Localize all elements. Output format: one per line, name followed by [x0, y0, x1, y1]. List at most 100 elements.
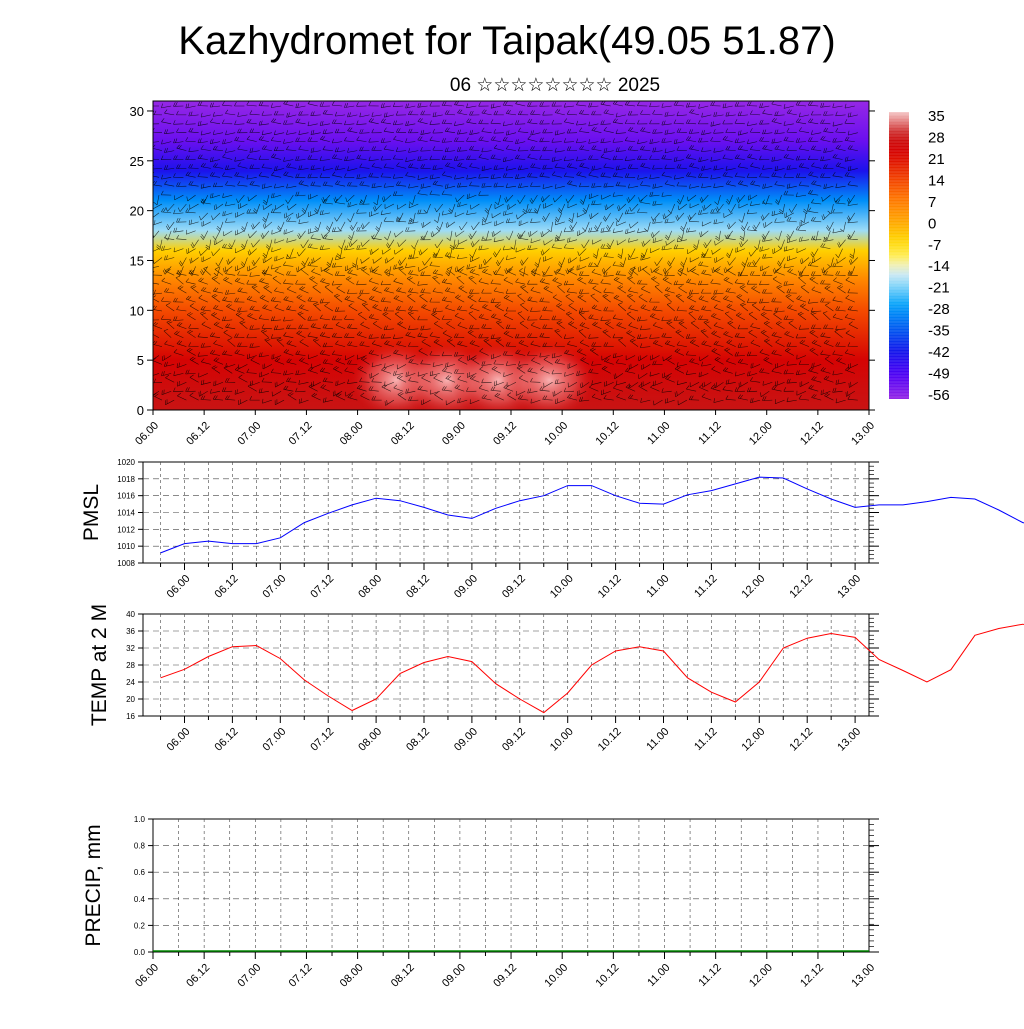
pmsl-y-tick-label: 1010	[117, 542, 135, 551]
pmsl-x-tick-label: 08.00	[356, 573, 384, 601]
temp-y-tick-label: 32	[126, 644, 135, 653]
colorbar-label: -14	[928, 258, 950, 275]
precip-y-tick-label: 0.0	[134, 948, 146, 957]
pmsl-x-tick-label: 11.12	[692, 573, 719, 600]
pmsl-y-tick-label: 1020	[117, 458, 135, 467]
pmsl-y-tick-label: 1018	[117, 475, 135, 484]
temp2m-panel: 16 20 24 28 32 36 40 06.00 06.12 07.00 07.12 08.00 0…	[88, 604, 1024, 754]
precip-y-tick-label: 0.8	[134, 842, 146, 851]
cs-x-tick-label: 10.00	[542, 420, 570, 448]
colorbar-label: -35	[928, 323, 950, 340]
precip-x-tick-label: 12.12	[798, 962, 826, 990]
pmsl-x-tick-label: 12.12	[787, 573, 815, 601]
cs-x-tick-label: 10.12	[593, 420, 621, 448]
pmsl-x-tick-label: 06.12	[213, 573, 241, 601]
temp-y-tick-label: 24	[126, 678, 135, 687]
precip-x-tick-label: 06.00	[133, 962, 161, 990]
cross-section-panel: 0 5 10 15 20 25 30 06.00 06.12 07.00 07.12 08.00 08.…	[130, 100, 877, 448]
pmsl-y-tick-label: 1014	[117, 509, 135, 518]
temp-series-line	[160, 623, 1024, 714]
warm-core-3	[501, 340, 598, 410]
cs-x-tick-label: 13.00	[849, 420, 877, 448]
cs-x-tick-label: 06.00	[133, 420, 161, 448]
pmsl-y-tick-label: 1012	[117, 525, 135, 534]
colorbar-label: -56	[928, 387, 950, 404]
colorbar-label: -42	[928, 344, 950, 361]
temp-x-tick-label: 11.00	[644, 726, 671, 753]
temp-x-tick-label: 11.12	[692, 726, 719, 753]
pmsl-x-tick-label: 07.12	[308, 573, 336, 601]
temp-x-tick-label: 09.12	[500, 726, 528, 754]
cs-x-tick-label: 11.12	[696, 420, 723, 447]
precip-x-tick-label: 06.12	[184, 962, 212, 990]
pmsl-x-tick-label: 06.00	[165, 573, 193, 601]
colorbar-fill	[889, 112, 909, 399]
page-subtitle: 06 ☆☆☆☆☆☆☆☆ 2025	[450, 75, 660, 96]
pmsl-x-tick-label: 13.00	[835, 573, 863, 601]
temp-y-tick-label: 20	[126, 695, 135, 704]
precip-x-tick-label: 09.12	[491, 962, 519, 990]
precip-x-tick-label: 07.12	[287, 962, 315, 990]
colorbar-label: -49	[928, 366, 950, 383]
precip-x-tick-label: 09.00	[440, 962, 468, 990]
precip-y-tick-label: 1.0	[134, 815, 146, 824]
cs-x-tick-label: 06.12	[184, 420, 212, 448]
cs-x-tick-label: 09.00	[440, 420, 468, 448]
colorbar-label: 28	[928, 129, 945, 146]
cs-y-tick-label: 10	[130, 303, 144, 318]
colorbar-label: -7	[928, 237, 941, 254]
cs-y-tick-label: 15	[130, 253, 144, 268]
temp-x-tick-label: 12.12	[787, 726, 815, 754]
temp-x-tick-label: 08.00	[356, 726, 384, 754]
precip-x-tick-label: 10.12	[594, 962, 622, 990]
colorbar-label: 21	[928, 151, 945, 168]
pmsl-series-line	[160, 476, 1024, 554]
pmsl-y-tick-label: 1008	[117, 559, 135, 568]
cs-x-tick-label: 12.12	[798, 420, 826, 448]
temp-y-tick-label: 40	[126, 610, 135, 619]
cs-y-tick-label: 25	[130, 154, 144, 169]
cs-x-tick-label: 07.00	[235, 420, 263, 448]
pmsl-x-tick-label: 09.00	[452, 573, 480, 601]
colorbar-label: -28	[928, 301, 950, 318]
pmsl-x-tick-label: 12.00	[739, 573, 767, 601]
cs-x-tick-label: 07.12	[287, 420, 315, 448]
precip-x-tick-label: 13.00	[849, 962, 877, 990]
colorbar-label: 0	[928, 215, 936, 232]
colorbar-label: -21	[928, 280, 950, 297]
colorbar-label: 14	[928, 172, 945, 189]
precip-x-tick-label: 12.00	[747, 962, 775, 990]
temp-x-tick-label: 13.00	[835, 726, 863, 754]
precip-panel: 0.0 0.2 0.4 0.6 0.8 1.0 06.00 06.12 07.00 07.12 08…	[82, 815, 879, 990]
temp-x-tick-label: 12.00	[739, 726, 767, 754]
pmsl-x-tick-label: 10.00	[548, 573, 576, 601]
precip-y-tick-label: 0.6	[134, 868, 146, 877]
cs-x-tick-label: 08.00	[338, 420, 366, 448]
precip-x-tick-label: 11.00	[645, 962, 672, 989]
temp-x-tick-label: 10.00	[548, 726, 576, 754]
precip-y-tick-label: 0.2	[134, 921, 146, 930]
temp-x-tick-label: 07.12	[308, 726, 336, 754]
pmsl-x-tick-label: 10.12	[596, 573, 624, 601]
precip-y-tick-label: 0.4	[134, 895, 146, 904]
page-title: Kazhydromet for Taipak(49.05 51.87)	[178, 19, 835, 63]
precip-x-tick-label: 08.12	[389, 962, 417, 990]
temp-x-tick-label: 06.12	[213, 726, 241, 754]
temp-x-tick-label: 08.12	[404, 726, 432, 754]
precip-x-tick-label: 08.00	[338, 962, 366, 990]
cs-x-tick-label: 12.00	[747, 420, 775, 448]
precip-ylabel: PRECIP, mm	[82, 824, 105, 946]
temp-x-tick-label: 07.00	[260, 726, 288, 754]
temp-y-tick-label: 28	[126, 661, 135, 670]
temp-y-tick-label: 36	[126, 627, 135, 636]
colorbar-label: 7	[928, 194, 936, 211]
cs-y-tick-label: 20	[130, 204, 144, 219]
cs-y-tick-label: 5	[137, 353, 144, 368]
colorbar: 35 28 21 14 7 0 -7 -14 -21 -28 -35 -42 -49 -56	[889, 108, 950, 404]
temp-x-tick-label: 09.00	[452, 726, 480, 754]
cs-x-tick-label: 11.00	[645, 420, 672, 447]
precip-x-tick-label: 07.00	[235, 962, 263, 990]
precip-x-tick-label: 10.00	[542, 962, 570, 990]
cs-y-tick-label: 30	[130, 104, 144, 119]
